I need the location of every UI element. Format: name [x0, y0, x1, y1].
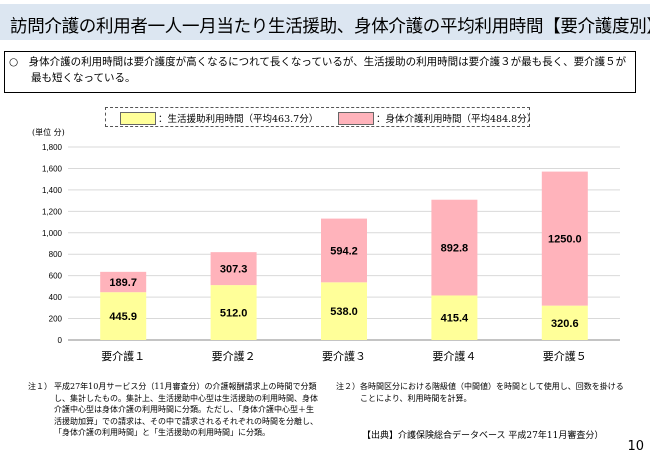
y-tick-label: 800 — [49, 250, 63, 259]
y-tick-label: 1,000 — [42, 229, 63, 238]
note-2: 注２） 各時間区分における階級値（中間値）を時間として使用し、回数を掛けることによ… — [336, 381, 636, 404]
data-label: 415.4 — [441, 313, 469, 325]
y-tick-label: 400 — [49, 293, 63, 302]
bar-segment-shintai — [431, 199, 478, 296]
legend-item-seikatsu: ：生活援助利用時間（平均463.7分） — [120, 111, 318, 125]
page-title: 訪問介護の利用者一人一月当たり生活援助、身体介護の平均利用時間【要介護度別】 — [10, 17, 650, 37]
data-label: 307.3 — [220, 264, 248, 276]
legend-swatch — [338, 111, 374, 125]
data-label: 512.0 — [220, 308, 248, 320]
y-tick-label: 0 — [58, 336, 63, 345]
y-tick-label: 1,800 — [42, 143, 63, 152]
stacked-bar-chart: 0 200 400 600 800 1,000 1,200 1,400 1,600 1,800 44… — [42, 143, 620, 363]
note-label: 注１） — [28, 382, 52, 391]
bar-segment-shintai — [321, 218, 367, 283]
bar-segment-seikatsu — [431, 295, 478, 340]
data-label: 594.2 — [330, 245, 358, 257]
unit-label: (単位 分) — [32, 128, 65, 137]
summary-box: ○ 身体介護の利用時間は要介護度が高くなるにつれて長くなっているが、生活援助の利… — [4, 51, 636, 93]
data-label: 1250.0 — [548, 234, 582, 246]
x-tick-label: 要介護２ — [212, 349, 256, 363]
x-tick-label: 要介護３ — [322, 349, 366, 363]
note-text: 平成27年10月サービス分（11月審査分）の介護報酬請求上の時間で分類し、集計し… — [54, 382, 318, 437]
data-label: 538.0 — [330, 306, 358, 318]
source: 【出典】介護保険総合データベース 平成27年11月審査分） — [362, 431, 604, 441]
legend-item-shintai: ：身体介護利用時間（平均484.8分） — [338, 111, 536, 125]
note-text: 各時間区分における階級値（中間値）を時間として使用し、回数を掛けることにより、利… — [360, 382, 624, 403]
note-1: 注１） 平成27年10月サービス分（11月審査分）の介護報酬請求上の時間で分類し、… — [28, 381, 328, 439]
title-bar: 訪問介護の利用者一人一月当たり生活援助、身体介護の平均利用時間【要介護度別】 — [0, 4, 650, 40]
chart-legend: ：生活援助利用時間（平均463.7分） ：身体介護利用時間（平均484.8分） — [105, 107, 536, 127]
note-label: 注２） — [336, 382, 360, 391]
legend-swatch — [120, 111, 156, 125]
page-number: 10 — [627, 439, 644, 454]
bar-segment-seikatsu — [321, 282, 367, 340]
summary-text: ○ 身体介護の利用時間は要介護度が高くなるにつれて長くなっているが、生活援助の利… — [9, 56, 627, 84]
x-tick-label: 要介護５ — [543, 349, 587, 363]
data-label: 445.9 — [109, 311, 137, 323]
bar-segment-seikatsu — [541, 305, 588, 340]
y-tick-label: 1,600 — [42, 164, 63, 173]
data-label: 892.8 — [441, 243, 469, 255]
y-tick-label: 600 — [49, 272, 63, 281]
bar-segment-seikatsu — [210, 285, 257, 340]
data-label: 189.7 — [109, 277, 137, 289]
data-label: 320.6 — [551, 318, 579, 330]
y-tick-label: 1,200 — [42, 207, 63, 216]
x-tick-label: 要介護４ — [432, 349, 476, 363]
y-tick-label: 1,400 — [42, 186, 63, 195]
bar-segment-shintai — [210, 252, 257, 286]
bar-segment-seikatsu — [100, 292, 147, 340]
y-tick-label: 200 — [49, 315, 63, 324]
bar-segment-shintai — [100, 271, 147, 293]
x-tick-label: 要介護１ — [101, 349, 145, 363]
legend-label: ：身体介護利用時間（平均484.8分） — [376, 114, 537, 125]
bar-segment-shintai — [541, 171, 588, 306]
legend-label: ：生活援助利用時間（平均463.7分） — [158, 114, 319, 125]
